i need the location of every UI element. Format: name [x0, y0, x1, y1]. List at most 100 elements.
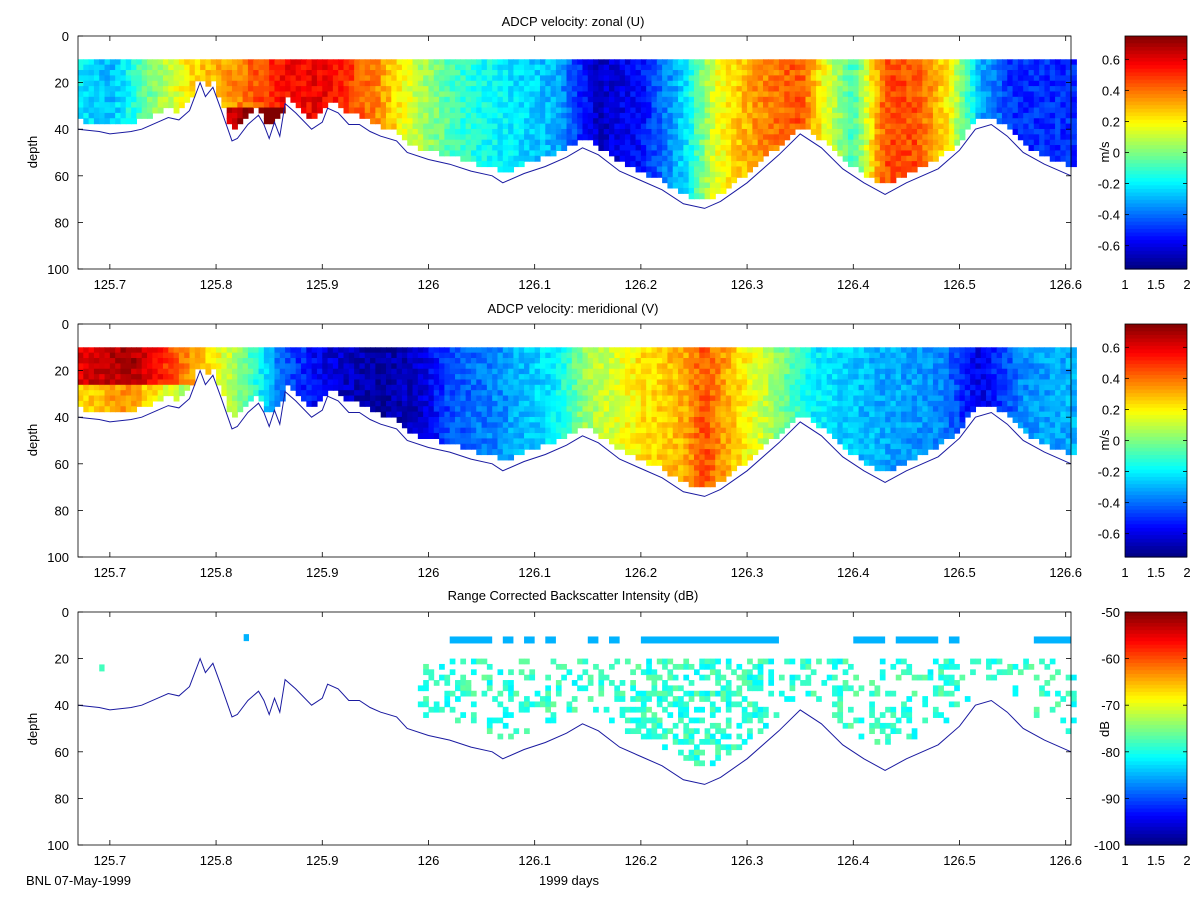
heatmap-cell	[609, 123, 615, 130]
heatmap-cell	[524, 102, 530, 109]
heatmap-cell	[534, 422, 541, 429]
heatmap-cell	[1044, 96, 1051, 103]
heatmap-cell	[290, 374, 297, 381]
heatmap-cell	[162, 363, 169, 370]
heatmap-cell	[476, 134, 483, 141]
heatmap-cell	[667, 150, 674, 157]
heatmap-cell	[704, 150, 711, 157]
heatmap-cell	[401, 75, 408, 82]
heatmap-cell	[226, 107, 233, 114]
heatmap-cell	[412, 390, 419, 397]
heatmap-cell	[901, 166, 907, 173]
heatmap-cell	[699, 59, 706, 66]
heatmap-cell	[927, 91, 934, 98]
heatmap-cell	[752, 118, 759, 125]
heatmap-cell	[885, 177, 892, 184]
heatmap-cell	[646, 118, 653, 125]
heatmap-cell	[99, 86, 106, 93]
heatmap-cell	[534, 128, 541, 135]
heatmap-cell	[821, 134, 828, 141]
heatmap-cell	[449, 91, 456, 98]
heatmap-cell	[651, 454, 658, 461]
heatmap-cell	[295, 384, 302, 391]
heatmap-cell	[109, 80, 116, 87]
heatmap-cell	[932, 86, 939, 93]
heatmap-cell	[858, 112, 865, 119]
heatmap-cell	[879, 134, 886, 141]
heatmap-cell	[593, 112, 599, 119]
heatmap-cell	[943, 134, 950, 141]
heatmap-cell	[513, 64, 520, 71]
heatmap-cell	[614, 411, 621, 418]
heatmap-cell	[826, 70, 833, 76]
heatmap-cell	[837, 123, 844, 130]
heatmap-cell	[805, 75, 812, 82]
heatmap-cell	[720, 91, 727, 98]
heatmap-cell	[917, 102, 923, 109]
heatmap-cell	[173, 96, 180, 103]
heatmap-cell	[242, 107, 249, 114]
heatmap-cell	[709, 465, 716, 472]
heatmap-cell	[322, 390, 329, 397]
heatmap-cell	[555, 128, 562, 135]
heatmap-cell	[731, 166, 738, 173]
heatmap-cell	[221, 384, 228, 391]
colorbar-tick-label: 0.4	[1102, 83, 1120, 98]
heatmap-cell	[816, 64, 823, 71]
heatmap-cell	[83, 102, 90, 109]
heatmap-cell	[221, 368, 228, 375]
heatmap-cell	[667, 368, 674, 375]
heatmap-cell	[720, 449, 727, 456]
heatmap-cell	[476, 411, 483, 418]
heatmap-cell	[879, 161, 886, 168]
heatmap-cell	[539, 352, 546, 359]
heatmap-cell	[460, 80, 467, 87]
heatmap-cell	[662, 374, 669, 381]
heatmap-cell	[380, 102, 387, 109]
heatmap-cell	[895, 161, 902, 168]
heatmap-cell	[470, 150, 477, 157]
heatmap-cell	[571, 64, 578, 71]
heatmap-cell	[667, 470, 674, 477]
heatmap-cell	[1017, 107, 1024, 114]
heatmap-cell	[433, 107, 440, 114]
heatmap-cell	[704, 128, 711, 135]
heatmap-cell	[624, 384, 631, 391]
heatmap-cell	[423, 427, 430, 434]
heatmap-cell	[948, 118, 955, 125]
heatmap-cell	[672, 422, 679, 429]
heatmap-cell	[731, 422, 738, 429]
heatmap-cell	[587, 384, 594, 391]
heatmap-cell	[370, 75, 376, 82]
heatmap-cell	[656, 454, 663, 461]
colorbar-swatch	[1125, 247, 1187, 252]
heatmap-cell	[614, 379, 621, 386]
heatmap-cell	[741, 70, 748, 76]
heatmap-cell	[879, 107, 886, 114]
heatmap-cell	[805, 86, 812, 93]
heatmap-cell	[720, 374, 727, 381]
heatmap-cell	[147, 379, 153, 386]
heatmap-cell	[917, 155, 923, 162]
heatmap-cell	[332, 379, 339, 386]
heatmap-cell	[895, 91, 902, 98]
heatmap-cell	[157, 59, 164, 66]
heatmap-cell	[603, 145, 610, 151]
heatmap-cell	[821, 75, 828, 82]
heatmap-cell	[539, 64, 546, 71]
heatmap-cell	[370, 363, 376, 370]
heatmap-cell	[566, 358, 573, 364]
heatmap-cell	[800, 102, 807, 109]
heatmap-cell	[534, 411, 541, 418]
heatmap-cell	[598, 64, 605, 71]
heatmap-cell	[539, 400, 546, 407]
heatmap-cell	[306, 102, 313, 109]
heatmap-cell	[640, 379, 647, 386]
heatmap-cell	[954, 139, 961, 146]
heatmap-cell	[391, 118, 398, 125]
heatmap-cell	[577, 406, 584, 413]
heatmap-cell	[582, 64, 589, 71]
heatmap-cell	[147, 112, 153, 119]
heatmap-cell	[672, 102, 679, 109]
heatmap-cell	[853, 70, 860, 76]
